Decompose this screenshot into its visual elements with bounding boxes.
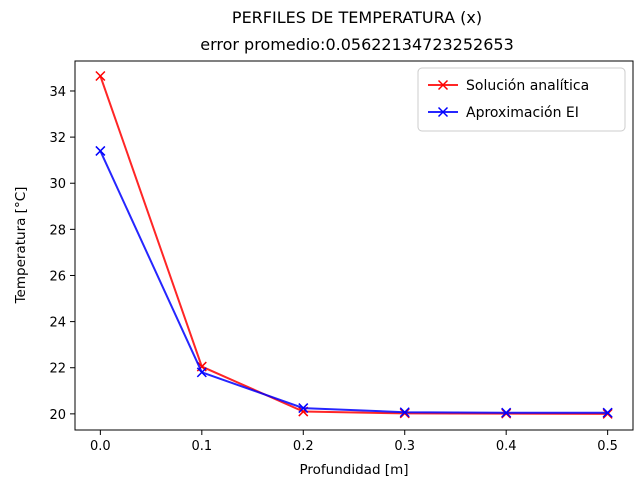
chart-subtitle: error promedio:0.05622134723252653 xyxy=(200,35,514,54)
y-tick-label: 28 xyxy=(49,223,66,238)
legend-marker xyxy=(437,79,449,91)
legend-label: Aproximación EI xyxy=(466,105,579,121)
series-1-point xyxy=(399,408,410,419)
x-axis: 0.0 0.1 0.2 0.3 0.4 0.5 xyxy=(90,430,618,454)
series-2-point xyxy=(298,403,309,414)
chart-title: PERFILES DE TEMPERATURA (x) xyxy=(232,8,482,27)
x-tick-label: 0.1 xyxy=(191,439,212,454)
series-2-point xyxy=(95,145,106,156)
plot-area xyxy=(74,60,634,431)
legend-box xyxy=(417,67,626,132)
series-2-point xyxy=(196,367,207,378)
series-1-point xyxy=(602,408,613,419)
y-tick-label: 22 xyxy=(49,362,66,377)
y-tick-label: 32 xyxy=(49,131,66,146)
x-tick-label: 0.3 xyxy=(394,439,415,454)
x-tick-label: 0.0 xyxy=(90,439,111,454)
legend-marker xyxy=(437,106,449,118)
series-2-point xyxy=(399,407,410,418)
series-2-point xyxy=(602,407,613,418)
y-axis: 20 22 24 26 28 30 32 34 xyxy=(49,85,75,423)
x-axis-label: Profundidad [m] xyxy=(300,462,409,478)
x-tick-label: 0.4 xyxy=(496,439,517,454)
y-tick-label: 34 xyxy=(49,85,66,100)
legend: Solución analítica Aproximación EI xyxy=(417,67,626,132)
legend-item-2: Aproximación EI xyxy=(428,105,579,121)
y-tick-label: 30 xyxy=(49,177,66,192)
y-axis-label: Temperatura [°C] xyxy=(13,187,29,305)
series-layer xyxy=(95,70,613,419)
series-line-2 xyxy=(99,150,608,414)
series-2-point xyxy=(501,407,512,418)
y-tick-label: 24 xyxy=(49,316,66,331)
series-1-point xyxy=(95,70,106,82)
y-tick-label: 26 xyxy=(49,269,66,284)
x-tick-label: 0.2 xyxy=(293,439,314,454)
legend-label: Solución analítica xyxy=(466,78,589,94)
legend-item-1: Solución analítica xyxy=(428,78,589,94)
x-tick-label: 0.5 xyxy=(597,439,618,454)
y-tick-label: 20 xyxy=(49,408,66,423)
